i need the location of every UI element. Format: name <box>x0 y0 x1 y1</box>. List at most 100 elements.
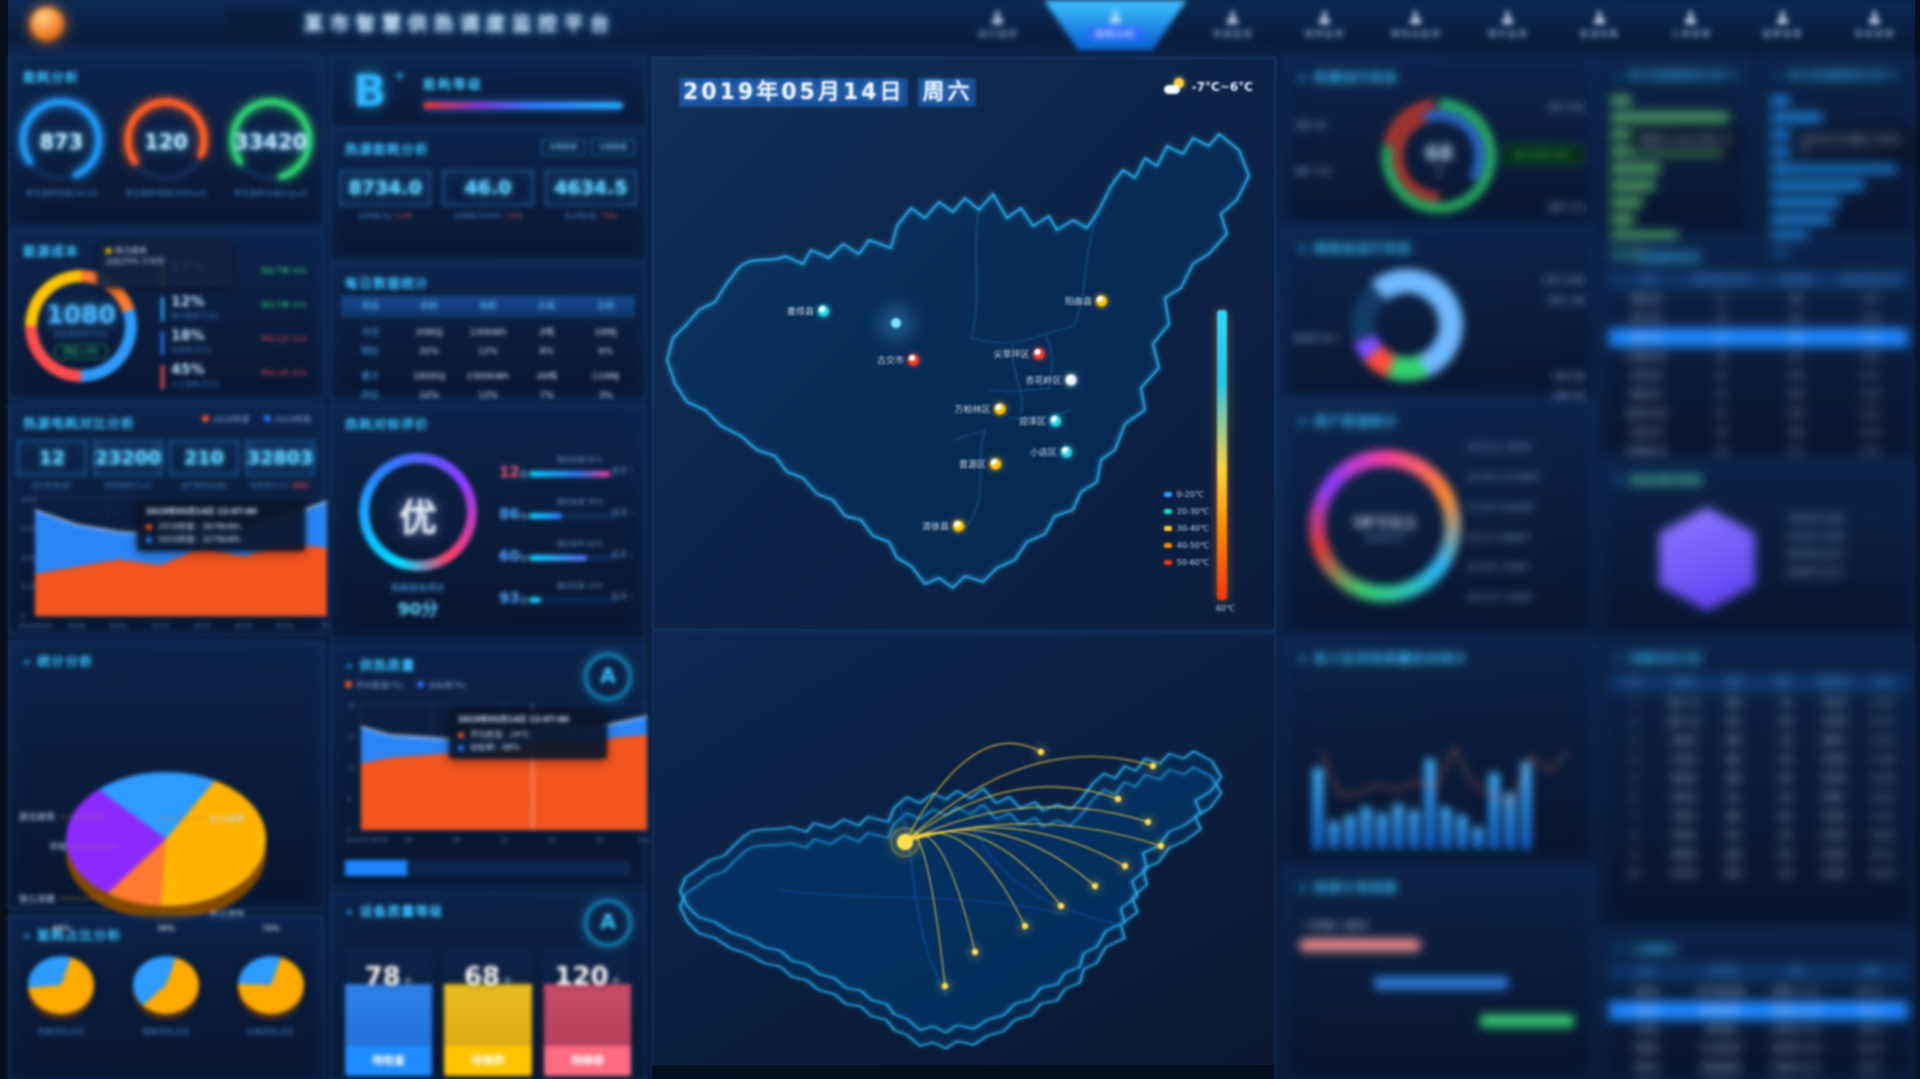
table-row[interactable]: 南环站 换热器除垢 已完成 09:12 今日 5 <box>1609 1058 1908 1077</box>
nav-item-5[interactable]: 楼宇监测 <box>1462 0 1554 50</box>
device-grade-badge: A <box>585 900 631 946</box>
cell: 28 <box>1716 447 1727 456</box>
table-row[interactable]: 环比 10% 12% 7% 3% <box>341 387 635 406</box>
table-row[interactable]: 1 城北一站 超温 一级 已处理 12:02 <box>1609 693 1908 712</box>
table-row[interactable]: 同比 20% 12% 8% 6% <box>341 343 635 362</box>
table-row[interactable]: 长风小区 35 318 0.27 <box>1609 366 1908 385</box>
table-row[interactable]: 3 迎泽站 断电 一级 处理中 11:35 <box>1609 731 1908 750</box>
device-card-待维修[interactable]: 120 个待维修 <box>543 948 631 1076</box>
district-小店区: 小店区 <box>1030 446 1073 459</box>
cell: 学府站 <box>1671 812 1696 821</box>
cell: 一级 <box>1775 736 1792 745</box>
table-row[interactable]: 南内环小区 31 298 0.25 <box>1609 404 1908 423</box>
device-card-待检查[interactable]: 78 个待检查 <box>345 948 433 1076</box>
control-rows: 气象补偿 已启用 分时分区 已启用 夜间节能 运行中 远程调节 运行中 <box>1786 509 1906 581</box>
table-row[interactable]: 体育路小区 28 271 0.23 <box>1609 442 1908 461</box>
bench-rank[interactable]: 名次 › <box>611 508 633 517</box>
callout-right: 运行 58台 <box>1548 102 1585 112</box>
hbar-row <box>1771 113 1904 126</box>
table-row[interactable]: 8 体育站 失压 二级 已处理 09:58 <box>1609 826 1908 845</box>
tip-line: 占比25% 270万 <box>105 257 165 266</box>
bench-value: 60分 <box>499 547 528 565</box>
period-chip[interactable]: 本期数据 <box>541 139 585 155</box>
nav-item-7[interactable]: 工单管理 <box>1645 0 1737 50</box>
legend-item: 2019年度 <box>263 414 311 425</box>
nav-item-9[interactable]: 系统管理 <box>1828 0 1920 50</box>
line <box>1850 517 1906 519</box>
svg-text:4000: 4000 <box>21 555 36 562</box>
bench-rank[interactable]: 名次 › <box>611 466 633 475</box>
cell: 城北站 <box>1634 987 1659 996</box>
table-row[interactable]: 长风站 滤网清洗 已完成 10:25 今日 8 <box>1609 1020 1908 1039</box>
nav-item-1[interactable]: 能耗分析 <box>1044 0 1187 50</box>
table-row[interactable]: 晋阳站 补水泵检修 待处理 09:50 今日 6 <box>1609 1039 1908 1058</box>
user-icon <box>1226 10 1239 24</box>
cell: 10 <box>1628 869 1639 878</box>
status-pill: 运行正常 98% <box>1502 144 1583 165</box>
panel-title: ≡ 换热站运行状态 <box>1297 242 1412 257</box>
table-row[interactable]: 并州小区 39 342 0.30 <box>1609 309 1908 328</box>
bench-value: 93分 <box>499 589 528 607</box>
period-chip[interactable]: 往期数据 <box>591 139 635 155</box>
district-迎泽区: 迎泽区 <box>1019 415 1062 428</box>
ring-callout: 26℃以上 3456户 <box>1467 442 1534 452</box>
district-杏花岭区: 杏花岭区 <box>1025 374 1077 387</box>
stat-value: 23200 <box>92 440 163 476</box>
bar <box>1489 773 1499 849</box>
donut-callout: 正常 186座 <box>1543 275 1585 285</box>
mini-pie-group: 68% 热耗同比占比 58% 电耗同比占比 70% 水耗同比占比 <box>9 924 323 1037</box>
header-cell: 状态 <box>1787 967 1804 976</box>
table-row[interactable]: 万柏林小区 36 321 0.28 <box>1609 347 1908 366</box>
logo-flame-icon <box>30 7 64 41</box>
table-row[interactable]: 城北站 阀门检修更换 处理中 12:07 今日 12 <box>1609 982 1908 1001</box>
nav-item-3[interactable]: 管网监测 <box>1278 0 1370 50</box>
cost-pct: 12% <box>171 294 205 310</box>
bar <box>1505 793 1515 849</box>
cell: 超温 <box>1725 698 1742 707</box>
header-cell: 项目 <box>361 302 380 312</box>
scrollbar-thumb[interactable] <box>345 860 407 876</box>
pie-callout: 居住建筑 <box>19 810 106 823</box>
cell: 迎泽站 <box>1671 736 1696 745</box>
table-row[interactable]: 4 长风站 超压 二级 已处理 11:06 <box>1609 750 1908 769</box>
cell: 二级 <box>1775 717 1792 726</box>
table-row[interactable]: 迎泽站 循环泵保养 已完成 11:40 今日 9 <box>1609 1001 1908 1020</box>
table-row[interactable]: 迎泽小区 38 338 0.29 <box>1609 328 1908 347</box>
device-card-待保养[interactable]: 68 个待保养 <box>444 948 532 1076</box>
hbar <box>1611 232 1678 241</box>
hbar-row <box>1771 232 1904 245</box>
ring-center: 18℃以上 <box>1352 515 1418 531</box>
cell: 万柏林小区 <box>1626 352 1667 361</box>
nav-item-6[interactable]: 室温采集 <box>1553 0 1645 50</box>
user-icon <box>1409 10 1422 24</box>
table-row[interactable]: 2 城北二站 失压 二级 已处理 11:47 <box>1609 712 1908 731</box>
chart-scrollbar[interactable] <box>345 860 631 876</box>
table-row[interactable]: 累计 1800GJ 2300kWh 26吨 110MJ <box>341 368 635 387</box>
table-row[interactable]: 9 桃园站 超温 三级 已处理 09:31 <box>1609 845 1908 864</box>
table-row[interactable]: 5 晋阳站 超温 三级 已处理 10:58 <box>1609 769 1908 788</box>
table-row[interactable]: 晋阳小区 33 305 0.26 <box>1609 385 1908 404</box>
cell: 318 <box>1788 371 1804 380</box>
table-row[interactable]: 今日 208GJ 130kWh 2吨 16MJ <box>341 324 635 343</box>
table-row[interactable]: 学府小区 30 286 0.24 <box>1609 423 1908 442</box>
cell: 110MJ <box>591 372 620 382</box>
cell: 迎泽站 <box>1634 1006 1659 1015</box>
table-row[interactable]: 桃园小区 41 365 0.32 <box>1609 290 1908 309</box>
nav-item-2[interactable]: 热源监测 <box>1187 0 1279 50</box>
bench-rank[interactable]: 名次 › <box>611 550 633 559</box>
table-row[interactable]: 6 南环站 失水 二级 处理中 10:41 <box>1609 788 1908 807</box>
user-icon <box>1593 10 1606 24</box>
table-row[interactable]: 7 学府站 超温 三级 已处理 10:22 <box>1609 807 1908 826</box>
cell: 已处理 <box>1821 774 1846 783</box>
bench-rank[interactable]: 名次 › <box>611 592 633 601</box>
nav-item-0[interactable]: 运行监控 <box>952 0 1044 50</box>
cell: 342 <box>1788 314 1804 323</box>
table-row[interactable]: 10 并州站 断电 一级 已处理 09:05 <box>1609 864 1908 883</box>
bar <box>1393 804 1403 849</box>
nav-item-8[interactable]: 报警管理 <box>1737 0 1829 50</box>
hbar-row <box>1611 215 1739 228</box>
cost-note: 环比上升 11% <box>261 335 307 343</box>
nav-item-4[interactable]: 换热站监测 <box>1370 0 1462 50</box>
table-header: 小区 单位热耗(GJ/㎡) 单位电耗 单位水耗(kg/㎡) <box>1609 270 1908 290</box>
cost-ring <box>25 270 137 382</box>
